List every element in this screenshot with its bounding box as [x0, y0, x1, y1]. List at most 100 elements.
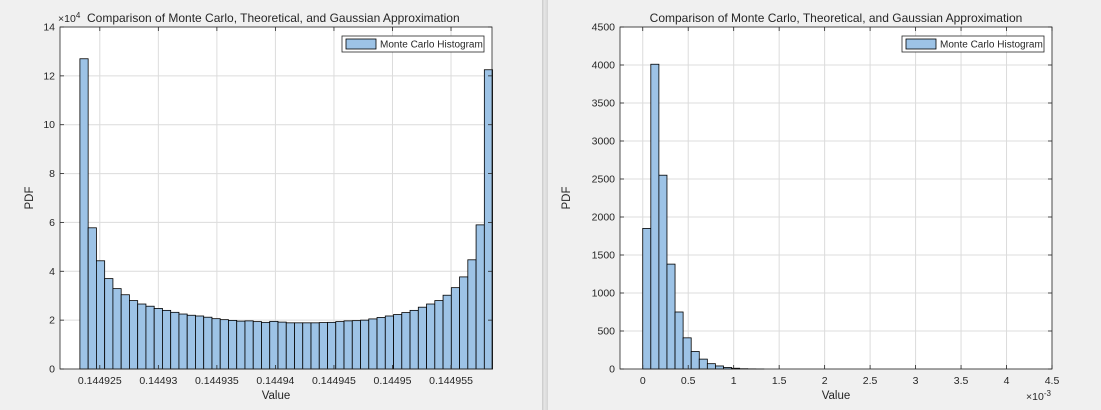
axes-box	[59, 26, 493, 370]
plot-area	[620, 27, 1052, 369]
histogram-bar	[87, 227, 97, 370]
histogram-bar	[384, 315, 394, 370]
histogram-bar	[376, 317, 386, 370]
y-tick-label: 1500	[592, 250, 616, 262]
legend-label: Monte Carlo Histogram	[940, 40, 1043, 51]
histogram-bar	[698, 358, 708, 370]
legend-swatch	[905, 38, 937, 50]
histogram-bar	[706, 363, 716, 370]
chart-title: Comparison of Monte Carlo, Theoretical, …	[87, 11, 460, 25]
histogram-bar	[277, 321, 287, 370]
y-tick-label: 2500	[592, 174, 616, 186]
y-tick-label: 2	[49, 315, 55, 327]
histogram-bar	[79, 58, 89, 370]
y-tick-label: 4500	[592, 22, 616, 34]
y-axis-label: PDF	[24, 187, 36, 210]
legend-box	[341, 35, 485, 53]
y-tick-label: 4	[49, 266, 55, 278]
histogram-bar	[351, 320, 361, 370]
histogram-bar	[360, 319, 370, 370]
axes-box	[619, 26, 1053, 370]
histogram-bar	[658, 174, 668, 370]
histogram-bar	[674, 311, 684, 370]
x-tick-label: 0.144945	[312, 375, 356, 387]
x-tick-label: 0.14493	[139, 375, 177, 387]
x-tick-label: 0.14495	[374, 375, 412, 387]
histogram-bar	[475, 224, 485, 370]
x-tick-label: 4	[1004, 375, 1010, 387]
x-tick-label: 0	[640, 375, 646, 387]
histogram-bar	[153, 308, 163, 370]
legend-swatch	[345, 38, 377, 50]
x-axis-label: Value	[822, 390, 851, 402]
histogram-bar	[401, 312, 411, 370]
y-tick-label: 3000	[592, 136, 616, 148]
x-tick-label: 1	[731, 375, 737, 387]
histogram-bar	[715, 365, 724, 370]
histogram-bar	[261, 321, 271, 370]
x-tick-label: 3	[913, 375, 919, 387]
x-tick-label: 4.5	[1045, 375, 1060, 387]
x-tick-label: 1.5	[772, 375, 787, 387]
histogram-bar	[137, 303, 147, 370]
histogram-bar	[450, 287, 460, 370]
chart-right: 0 0.5 1 1.5 2 2.5 3 3.5 4 4.5 0 500 1000 1500 2000 2500…	[561, 11, 1060, 403]
histogram-bar	[211, 318, 221, 370]
histogram-bar	[96, 260, 106, 370]
histogram-bar	[228, 319, 238, 370]
y-tick-label: 2000	[592, 212, 616, 224]
histogram-bar	[178, 313, 188, 370]
y-tick-label: 500	[597, 326, 615, 338]
x-exponent-base: ×10	[1026, 391, 1044, 403]
histogram-bar	[186, 314, 196, 370]
histogram-bar	[650, 63, 660, 370]
histogram-bar	[170, 311, 180, 370]
y-exponent-base: ×10	[58, 13, 76, 25]
x-tick-label: 3.5	[954, 375, 969, 387]
histogram-bar	[467, 259, 477, 370]
x-tick-label: 0.144955	[429, 375, 473, 387]
histogram-bar	[120, 294, 130, 370]
chart-title: Comparison of Monte Carlo, Theoretical, …	[650, 11, 1023, 25]
y-tick-label: 0	[609, 364, 615, 376]
histogram-bar	[483, 69, 493, 370]
y-tick-label: 12	[43, 70, 55, 82]
histogram-bar	[269, 320, 279, 370]
histogram-bar	[417, 306, 427, 370]
x-tick-label: 2	[822, 375, 828, 387]
legend-box	[901, 35, 1045, 53]
y-exponent-label: ×104	[58, 11, 81, 25]
y-tick-label: 8	[49, 168, 55, 180]
histogram-bar	[318, 322, 328, 370]
histogram-bar	[642, 227, 652, 370]
x-exponent-label: ×10-3	[1026, 389, 1051, 403]
histogram-bar	[690, 351, 700, 370]
histogram-bar	[335, 321, 345, 370]
x-tick-label: 0.14494	[256, 375, 294, 387]
histogram-bar	[162, 309, 172, 370]
y-tick-label: 6	[49, 217, 55, 229]
histogram-bar	[310, 322, 320, 370]
legend-label: Monte Carlo Histogram	[380, 40, 483, 51]
histogram-bar	[104, 278, 114, 370]
x-axis-label: Value	[262, 390, 291, 402]
y-axis-label: PDF	[561, 187, 573, 210]
y-tick-label: 1000	[592, 288, 616, 300]
histogram-bar	[294, 322, 304, 370]
histogram-bar	[459, 276, 469, 370]
y-tick-label: 4000	[592, 60, 616, 72]
window-divider[interactable]	[542, 0, 548, 410]
histogram-bar	[145, 305, 155, 370]
histogram-bar	[327, 321, 337, 370]
histogram-bar	[302, 322, 312, 370]
y-tick-label: 0	[49, 364, 55, 376]
x-tick-label: 0.5	[681, 375, 696, 387]
histogram-bar	[434, 300, 444, 370]
x-tick-label: 0.144925	[78, 375, 122, 387]
x-tick-label: 0.144935	[195, 375, 239, 387]
histogram-bar	[285, 322, 295, 370]
histogram-bar	[666, 263, 676, 370]
histogram-bar	[426, 303, 436, 370]
histogram-bar	[343, 320, 353, 370]
histogram-bar	[409, 309, 419, 370]
